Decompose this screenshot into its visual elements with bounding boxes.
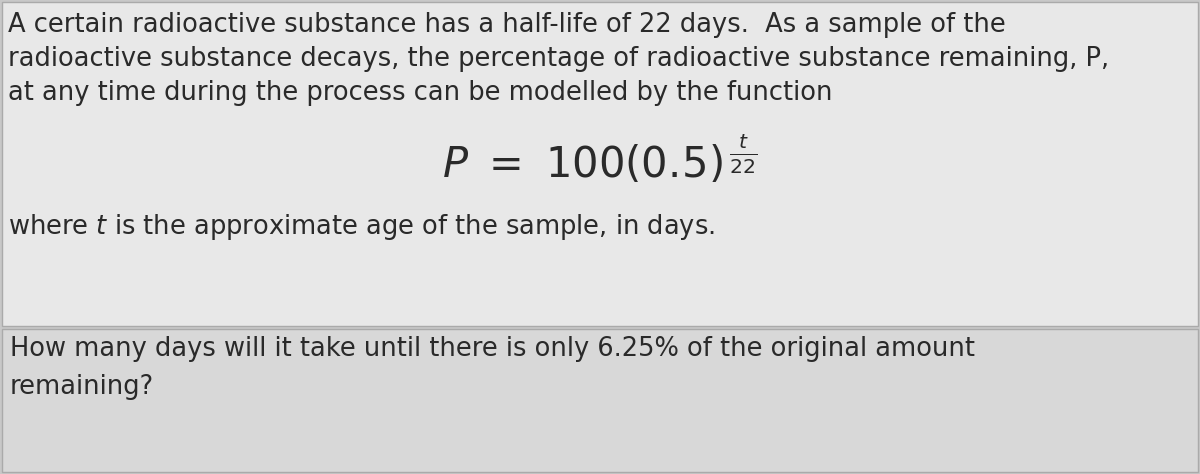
- FancyBboxPatch shape: [2, 2, 1198, 326]
- Text: How many days will it take until there is only 6.25% of the original amount: How many days will it take until there i…: [10, 336, 974, 362]
- Text: $P \ = \ 100(0.\!5)^{\,\frac{t}{22}}$: $P \ = \ 100(0.\!5)^{\,\frac{t}{22}}$: [442, 134, 758, 187]
- Text: where $t$ is the approximate age of the sample, in days.: where $t$ is the approximate age of the …: [8, 212, 715, 242]
- FancyBboxPatch shape: [2, 329, 1198, 472]
- Text: A certain radioactive substance has a half-life of 22 days.  As a sample of the: A certain radioactive substance has a ha…: [8, 12, 1006, 38]
- Text: radioactive substance decays, the percentage of radioactive substance remaining,: radioactive substance decays, the percen…: [8, 46, 1109, 72]
- Text: at any time during the process can be modelled by the function: at any time during the process can be mo…: [8, 80, 833, 106]
- Text: remaining?: remaining?: [10, 374, 154, 400]
